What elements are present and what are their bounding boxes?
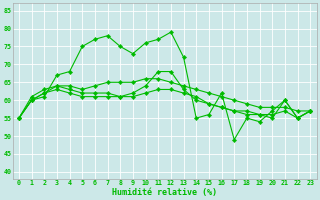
X-axis label: Humidité relative (%): Humidité relative (%) <box>112 188 217 197</box>
